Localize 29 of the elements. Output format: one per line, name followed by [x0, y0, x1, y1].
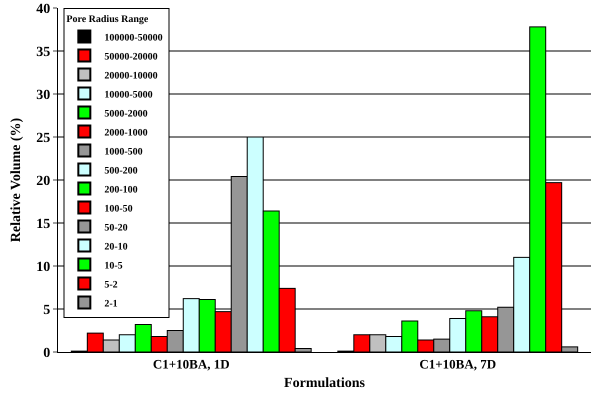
y-tick-label: 5 [43, 302, 50, 318]
y-tick-label: 30 [36, 88, 50, 103]
legend-label: 2-1 [104, 298, 118, 310]
legend-label: 200-100 [104, 184, 138, 196]
y-tick-label: 0 [43, 346, 50, 361]
x-tick-label: C1+10BA, 1D [152, 356, 230, 372]
legend-label: 1000-500 [104, 146, 143, 158]
legend-label: 100-50 [104, 203, 133, 214]
y-tick-label: 40 [36, 2, 50, 17]
y-axis-title: Relative Volume (%) [9, 117, 24, 242]
y-tick-label: 15 [36, 216, 50, 232]
legend-title: Pore Radius Range [66, 14, 149, 25]
y-tick-label: 20 [36, 174, 50, 189]
y-tick-label: 10 [36, 260, 50, 275]
legend-label: 100000-50000 [104, 32, 163, 44]
legend-label: 10000-5000 [104, 89, 153, 100]
legend-label: 2000-1000 [104, 127, 148, 138]
x-tick-label: C1+10BA, 7D [419, 356, 496, 372]
y-tick-label: 25 [36, 130, 50, 146]
legend-label: 20-10 [104, 241, 128, 252]
legend-label: 10-5 [104, 260, 123, 272]
legend-label: 500-200 [104, 165, 138, 176]
legend-label: 5000-2000 [104, 108, 148, 120]
legend-label: 50000-20000 [104, 51, 158, 62]
y-tick-label: 35 [36, 44, 50, 60]
legend-label: 5-2 [104, 279, 118, 290]
legend-label: 50-20 [104, 222, 128, 234]
x-axis-title: Formulations [284, 376, 366, 391]
legend-label: 20000-10000 [104, 70, 158, 82]
